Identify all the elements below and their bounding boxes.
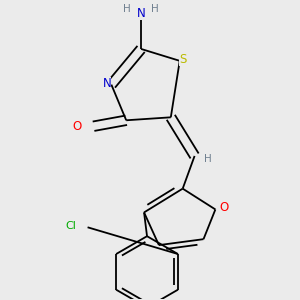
- Text: N: N: [137, 7, 146, 20]
- Text: H: H: [123, 4, 131, 14]
- Text: H: H: [152, 4, 159, 14]
- Text: O: O: [73, 120, 82, 133]
- Text: Cl: Cl: [66, 221, 77, 231]
- Text: S: S: [179, 53, 186, 66]
- Text: O: O: [220, 202, 229, 214]
- Text: H: H: [204, 154, 212, 164]
- Text: N: N: [103, 76, 111, 90]
